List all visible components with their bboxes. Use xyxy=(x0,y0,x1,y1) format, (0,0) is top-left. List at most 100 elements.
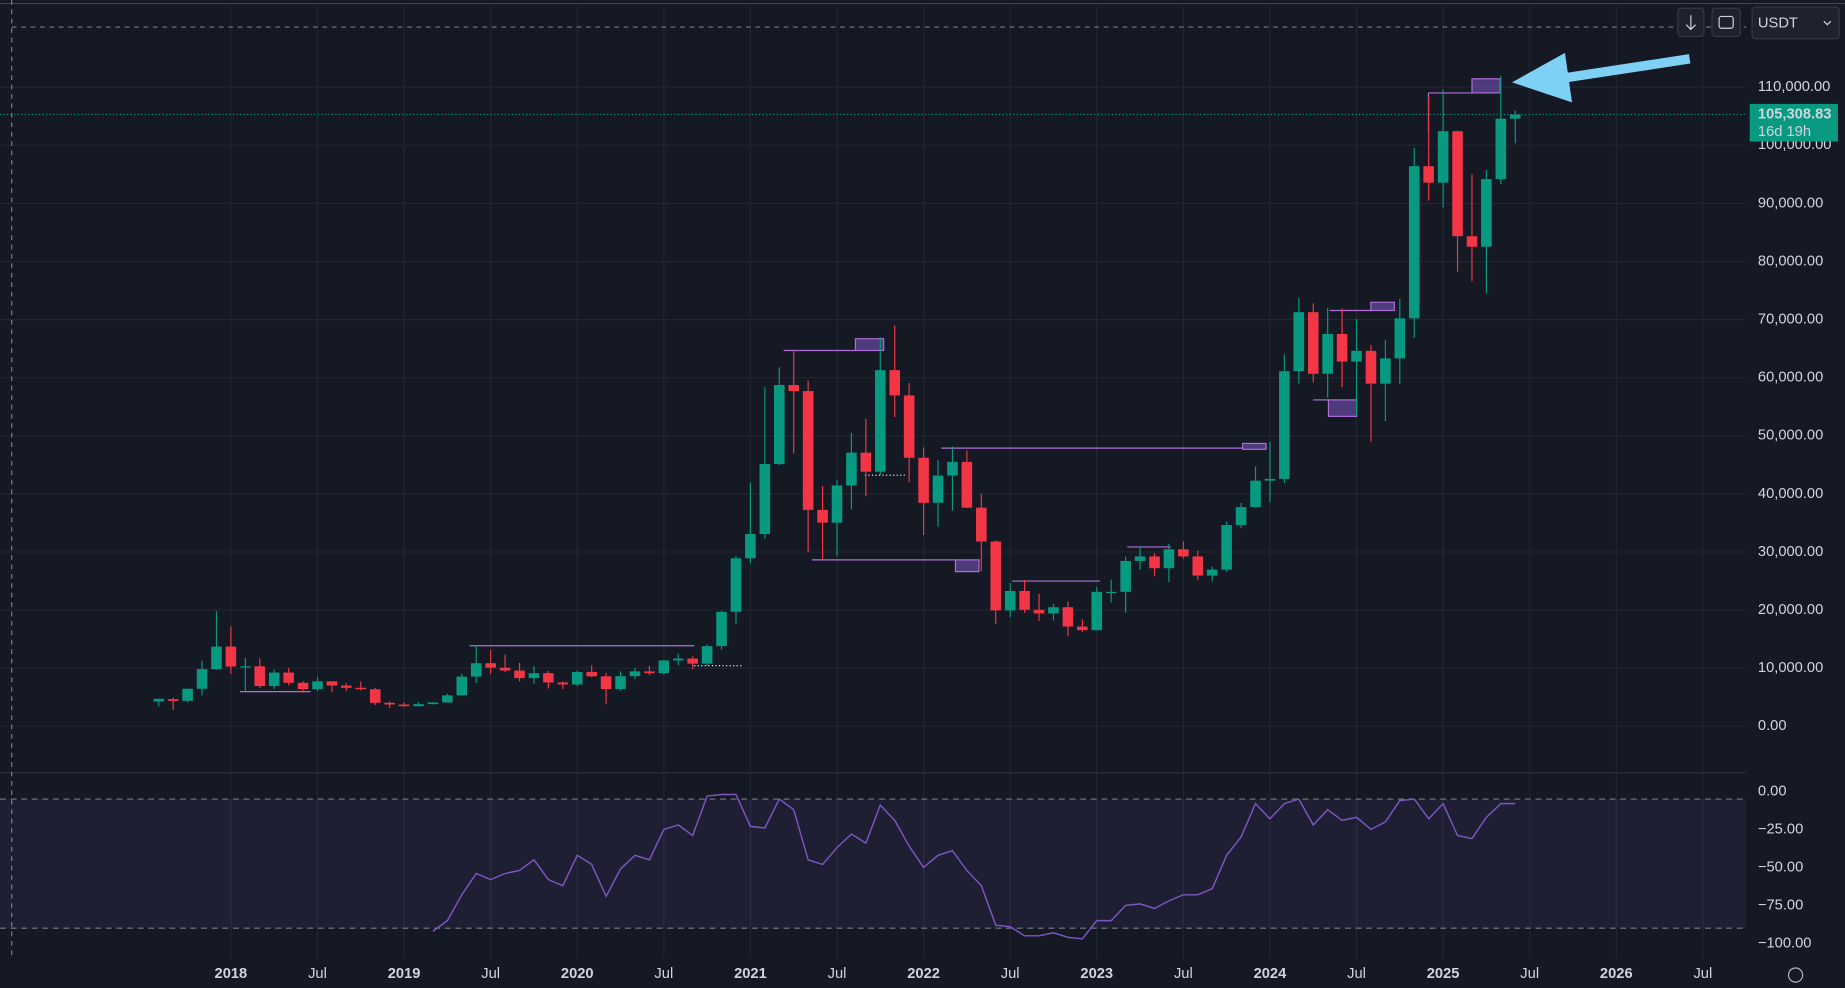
arrow-head xyxy=(1512,52,1573,103)
candle-body xyxy=(672,658,684,661)
candle-body xyxy=(1307,312,1319,374)
x-tick-label: 2020 xyxy=(561,966,594,982)
candle-body xyxy=(860,452,872,472)
candle-body xyxy=(1336,333,1348,362)
candle-body xyxy=(831,485,843,523)
y-tick-label: 90,000.00 xyxy=(1758,195,1823,211)
candle-body xyxy=(644,671,655,674)
candle-body xyxy=(543,673,554,683)
candle-body xyxy=(1509,114,1521,119)
candle-body xyxy=(514,670,525,679)
candle-body xyxy=(759,464,771,535)
y-tick-label: 40,000.00 xyxy=(1758,486,1823,502)
candle-body xyxy=(1452,131,1463,237)
candle-body xyxy=(1394,318,1406,359)
y-tick-label: 60,000.00 xyxy=(1758,370,1823,386)
candle-body xyxy=(485,663,496,668)
y-tick-label: 80,000.00 xyxy=(1758,253,1823,269)
candle-body xyxy=(326,681,338,686)
candle-body xyxy=(211,646,222,670)
candle-body xyxy=(976,507,987,542)
y-tick-label: 20,000.00 xyxy=(1758,602,1823,618)
grid xyxy=(0,5,1747,959)
candle-body xyxy=(1048,607,1059,614)
x-tick-label: 2024 xyxy=(1254,966,1288,982)
candle-body xyxy=(1279,371,1290,479)
y-tick-label: −25.00 xyxy=(1758,821,1803,837)
arrow-shaft xyxy=(1550,54,1691,85)
candle-body xyxy=(802,391,814,510)
candle-body xyxy=(1264,478,1276,481)
candle-body xyxy=(571,671,583,685)
candle-body xyxy=(470,663,482,677)
y-tick-label: −50.00 xyxy=(1758,859,1803,875)
candle-body xyxy=(1105,591,1117,594)
y-tick-label: −75.00 xyxy=(1758,897,1803,913)
y-tick-label: 30,000.00 xyxy=(1758,544,1823,560)
x-tick-label: Jul xyxy=(1174,966,1193,982)
y-tick-label: 70,000.00 xyxy=(1758,311,1823,327)
candle-body xyxy=(875,370,886,472)
oscillator-line xyxy=(432,793,1516,940)
candle-body xyxy=(788,385,800,392)
candle-body xyxy=(1134,556,1146,561)
candle-body xyxy=(687,658,698,664)
candle-body xyxy=(196,669,208,689)
candle-body xyxy=(1004,590,1016,611)
refresh-button[interactable] xyxy=(1711,7,1741,38)
y-tick-label: 110,000.00 xyxy=(1758,79,1830,95)
candle-body xyxy=(427,702,439,705)
candle-body xyxy=(586,671,597,677)
candle-body xyxy=(413,704,424,707)
order-block xyxy=(1370,301,1395,312)
candle-body xyxy=(398,704,410,707)
candle-body xyxy=(167,699,179,701)
candle-body xyxy=(745,534,756,559)
candle-body xyxy=(355,687,367,690)
marks xyxy=(0,75,1747,940)
settings-icon[interactable] xyxy=(1787,967,1804,983)
last-price-box xyxy=(1749,103,1838,142)
candle-body xyxy=(1408,166,1420,319)
candle-body xyxy=(1192,556,1204,576)
candle-body xyxy=(1293,312,1305,372)
candle-body xyxy=(1495,118,1507,180)
candle-body xyxy=(1120,560,1131,592)
order-block xyxy=(854,338,885,352)
candle-body xyxy=(1178,549,1189,557)
candle-body xyxy=(1466,236,1478,247)
candle-body xyxy=(1351,350,1362,362)
candle-body xyxy=(240,666,251,668)
refresh-icon xyxy=(1718,15,1734,29)
candle-body xyxy=(182,688,193,701)
band-fill xyxy=(0,799,1747,929)
y-tick-label: 50,000.00 xyxy=(1758,428,1823,444)
x-tick-label: Jul xyxy=(308,966,327,982)
x-tick-label: 2021 xyxy=(734,966,767,982)
labels: 2018 Jul 2019 Jul 2020 Jul 2021 Jul 2022 Jul 2023 J… xyxy=(215,79,1838,982)
candle-body xyxy=(1033,609,1045,614)
candle-body xyxy=(932,475,944,503)
candle-body xyxy=(701,646,713,664)
x-tick-label: 2023 xyxy=(1080,966,1113,982)
candle-body xyxy=(889,370,901,396)
candle-body xyxy=(1423,166,1434,183)
currency-select[interactable] xyxy=(1751,6,1840,40)
candle-body xyxy=(918,457,929,503)
candle-body xyxy=(297,682,309,690)
candle-body xyxy=(1149,556,1160,569)
order-block xyxy=(954,559,980,573)
candle-body xyxy=(1163,549,1175,569)
y-tick-label: 0.00 xyxy=(1758,718,1787,734)
candle-body xyxy=(557,682,569,685)
candle-body xyxy=(1250,480,1261,508)
candle-body xyxy=(1380,358,1391,384)
candle-body xyxy=(384,702,395,705)
x-tick-label: Jul xyxy=(654,966,673,982)
candle-body xyxy=(225,646,237,667)
x-tick-label: 2025 xyxy=(1427,966,1460,982)
dropdown-caret xyxy=(1823,20,1832,26)
x-tick-label: 2022 xyxy=(907,966,940,982)
